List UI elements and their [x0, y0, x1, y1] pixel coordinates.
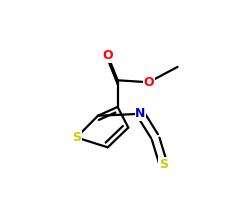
- Text: N: N: [135, 107, 146, 120]
- Text: O: O: [102, 49, 113, 62]
- Text: S: S: [72, 131, 81, 144]
- Text: O: O: [144, 76, 154, 89]
- Text: S: S: [159, 158, 168, 171]
